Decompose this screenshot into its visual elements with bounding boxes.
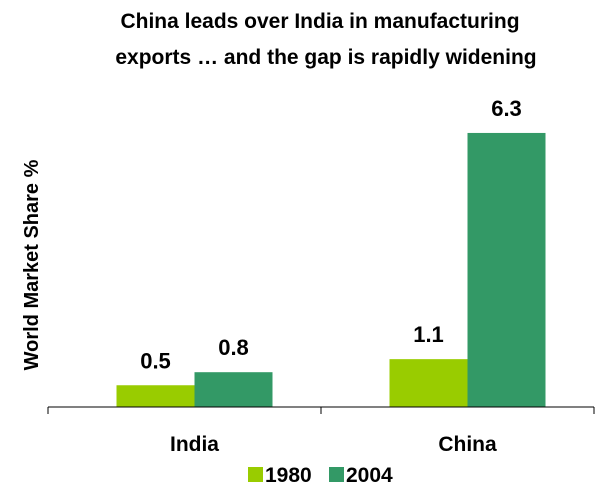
value-label-india-1980: 0.5 — [140, 348, 171, 373]
legend-swatch-1980 — [248, 467, 263, 482]
chart-title-line-1: China leads over India in manufacturing — [120, 10, 519, 33]
category-labels: India China — [170, 433, 497, 456]
legend-swatch-2004 — [329, 467, 344, 482]
y-axis-label: World Market Share % — [21, 159, 43, 370]
bar-china-1980 — [389, 359, 468, 407]
bar-china-2004 — [467, 132, 546, 407]
category-label-india: India — [170, 433, 219, 456]
value-label-china-2004: 6.3 — [491, 96, 522, 121]
legend-label-2004: 2004 — [346, 464, 393, 487]
legend: 1980 2004 — [248, 464, 393, 487]
legend-label-1980: 1980 — [265, 464, 312, 487]
value-labels: 0.5 0.8 1.1 6.3 — [140, 96, 522, 373]
chart-title-line-2: exports … and the gap is rapidly widenin… — [115, 46, 536, 69]
value-label-china-1980: 1.1 — [413, 322, 444, 347]
chart-title: China leads over India in manufacturing … — [115, 10, 536, 69]
x-axis — [47, 406, 595, 414]
bar-india-2004 — [194, 372, 273, 407]
bar-india-1980 — [116, 385, 195, 407]
value-label-india-2004: 0.8 — [218, 335, 249, 360]
category-label-china: China — [438, 433, 497, 456]
bars — [116, 132, 546, 407]
